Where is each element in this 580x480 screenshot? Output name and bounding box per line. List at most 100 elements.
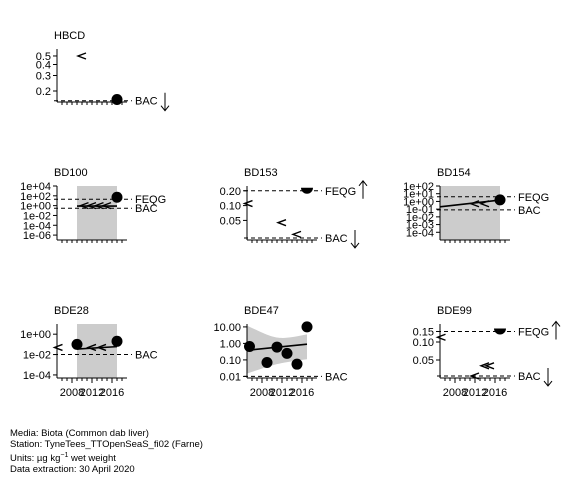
x-tick-label: 2012 [80,387,104,399]
y-tick-label: 1e+04 [20,181,51,193]
panel-title: BDE47 [244,305,279,317]
reference-label-feqg: FEQG [325,186,356,198]
y-tick-label: 0.05 [220,215,241,227]
less-than-marker [291,230,302,239]
x-tick-label: 2012 [270,387,294,399]
footer-station: Station: TyneTees_TTOpenSeaS_fi02 (Farne… [10,439,203,450]
y-tick-label: 0.4 [36,60,51,72]
panel-bd153: BD153 FEQG BAC 0.05 0.10 0.20 [220,167,368,249]
y-tick-label: 0.10 [220,201,241,213]
data-point [301,187,313,194]
panel-title: BD154 [437,167,471,179]
panel-bd154: BD154FEQGBAC1e-041e-031e-021e-011e+001e+… [403,167,549,243]
y-tick-label: 1e-01 [406,204,434,216]
confidence-band [77,186,117,240]
reference-label-bac: BAC [518,371,541,383]
panel-title: BDE28 [54,305,89,317]
data-point [291,358,303,370]
panel-hbcd: HBCD BAC 0.2 0.30.40.5 [36,30,170,112]
arrow-up-icon [358,179,368,199]
y-tick-label: 10.00 [213,322,241,334]
y-tick-label: 1e-02 [23,350,51,362]
y-tick-label: 1e+00 [403,196,434,208]
less-than-marker [479,362,490,370]
arrow-down-icon [543,368,553,387]
less-than-marker [86,201,97,210]
y-tick-label: 1e-02 [23,210,51,222]
less-than-marker [242,199,253,208]
x-tick-label: 2016 [483,387,507,399]
x-tick-label: 2008 [443,387,467,399]
y-tick-label: 0.01 [220,371,241,383]
reference-label-bac: BAC [135,96,158,108]
y-tick-label: 1e+00 [20,329,51,341]
x-tick-label: 2016 [290,387,314,399]
less-than-marker [469,200,480,208]
y-tick-label: 0.2 [36,86,51,98]
y-tick-label: 1e-04 [23,370,51,382]
footer-units-prefix: Units: µg kg [10,453,61,465]
y-tick-label: 1e-06 [23,230,51,242]
y-tick-label: 1e+02 [403,181,434,193]
reference-label-bac: BAC [325,371,348,383]
arrow-down-icon [350,229,360,249]
arrow-down-icon [160,92,170,112]
y-tick-label: 0.20 [220,186,241,198]
less-than-marker [479,200,490,208]
less-than-marker [78,201,89,210]
data-point [111,94,123,106]
y-tick-label: 1e+02 [20,191,51,203]
y-tick-label: 0.10 [413,337,434,349]
less-than-marker [276,219,287,227]
reference-label-bac: BAC [518,205,541,217]
data-point [494,328,506,335]
reference-label-bac: BAC [135,350,158,362]
less-than-marker [93,201,104,210]
data-point [261,356,273,368]
y-tick-label: 1e-02 [406,212,434,224]
data-point [271,341,283,353]
data-point [111,191,123,203]
reference-label-bac: BAC [325,233,348,245]
footer-units-sup: −1 [60,452,69,459]
y-tick-label: 1e+00 [20,201,51,213]
y-tick-label: 0.3 [36,71,51,83]
less-than-marker [76,52,87,60]
less-than-marker [96,343,107,352]
footer-units-suffix: wet weight [68,453,116,465]
arrow-up-icon [551,320,561,340]
y-tick-label: 0.05 [413,355,434,367]
footer-media: Media: Biota (Common dab liver) [10,428,149,439]
footer-extraction: Data extraction: 30 April 2020 [10,464,135,476]
less-than-marker [86,343,97,352]
data-point [301,321,313,333]
data-point [244,340,255,352]
y-tick-label: 0.10 [220,355,241,367]
less-than-marker [484,362,495,370]
confidence-band [77,324,117,378]
y-tick-label: 0.15 [413,326,434,338]
footer-units: Units: µg kg−1 wet weight [10,450,203,464]
reference-label-feqg: FEQG [518,326,549,338]
less-than-marker [101,201,112,210]
panel-title: BD153 [244,167,278,179]
data-point [71,338,83,350]
less-than-marker [52,343,63,352]
data-point [111,335,123,347]
y-tick-label: 1.00 [220,338,241,350]
x-tick-label: 2008 [250,387,274,399]
y-tick-label: 1e+01 [403,189,434,201]
x-tick-label: 2008 [60,387,84,399]
y-tick-label: 1e-04 [406,227,434,239]
less-than-marker [435,333,446,341]
y-tick-label: 0.5 [36,51,51,63]
data-point [281,347,293,359]
panel-title: BD100 [54,167,88,179]
less-than-marker [469,372,480,380]
trend-line [76,345,118,350]
